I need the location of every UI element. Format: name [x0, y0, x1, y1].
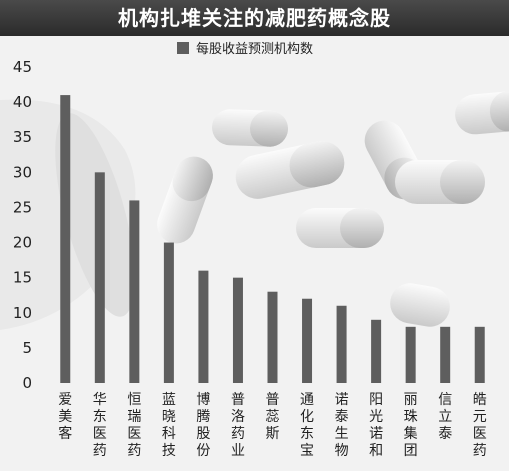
legend-swatch — [177, 42, 189, 54]
x-tick-label: 诺泰生物 — [335, 392, 349, 459]
bar — [405, 326, 416, 383]
bar — [302, 298, 313, 383]
y-tick-label: 40 — [13, 93, 32, 111]
bar — [163, 242, 174, 383]
bar — [440, 326, 451, 383]
bar — [371, 319, 382, 383]
bar-series — [60, 95, 485, 383]
bar — [267, 291, 278, 383]
bar — [129, 200, 140, 383]
bar — [474, 326, 485, 383]
bar — [336, 305, 347, 383]
y-tick-label: 35 — [13, 128, 32, 146]
x-axis: 爱美客 华东医药 恒瑞医药 蓝晓科技 博腾股份 普洛药业 普蕊斯 通化东宝 诺泰生物 阳光诺和 丽珠… — [58, 391, 486, 459]
chart-title: 机构扎堆关注的减肥药概念股 — [0, 0, 509, 36]
x-tick-label: 通化东宝 — [300, 392, 314, 459]
x-tick-label: 爱美客 — [58, 392, 72, 442]
bar — [198, 270, 209, 383]
y-tick-label: 25 — [13, 198, 32, 216]
x-tick-label: 博腾股份 — [196, 391, 210, 459]
y-axis: 0 5 10 15 20 25 30 35 40 45 — [13, 58, 32, 392]
y-tick-label: 30 — [13, 163, 32, 181]
bar — [94, 172, 105, 383]
y-tick-label: 20 — [13, 234, 32, 252]
y-tick-label: 15 — [13, 269, 32, 287]
y-tick-label: 0 — [22, 374, 32, 392]
x-tick-label: 信立泰 — [438, 392, 452, 442]
y-tick-label: 10 — [13, 304, 32, 322]
bar — [232, 277, 243, 383]
legend-label: 每股收益预测机构数 — [196, 41, 313, 57]
x-tick-label: 蓝晓科技 — [162, 392, 176, 459]
legend: 每股收益预测机构数 — [177, 41, 313, 57]
x-tick-label: 恒瑞医药 — [127, 392, 141, 459]
y-tick-label: 5 — [22, 339, 32, 357]
bar — [60, 95, 71, 383]
x-tick-label: 普蕊斯 — [266, 392, 280, 442]
y-tick-label: 45 — [13, 58, 32, 76]
x-tick-label: 丽珠集团 — [404, 392, 418, 459]
x-tick-label: 普洛药业 — [231, 392, 245, 459]
x-tick-label: 阳光诺和 — [369, 392, 383, 459]
x-tick-label: 华东医药 — [93, 392, 107, 459]
pill-background-illustration — [0, 91, 509, 330]
x-tick-label: 皓元医药 — [473, 392, 487, 459]
